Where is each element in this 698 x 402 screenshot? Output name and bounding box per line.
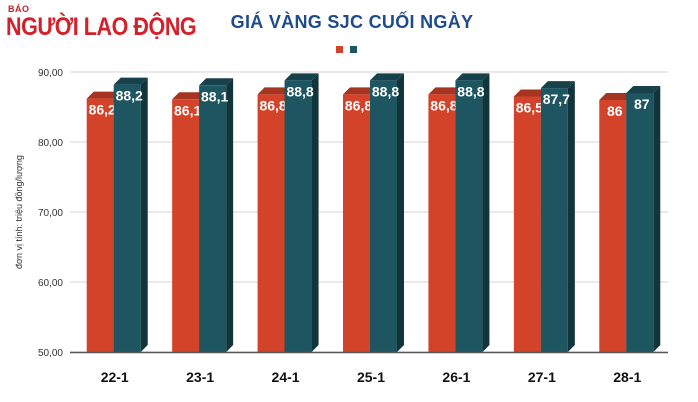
bar-top-series-1 [86, 91, 121, 99]
bar-top-series-2 [626, 86, 661, 93]
bar-series-2 [199, 85, 227, 353]
bar-side-series-2 [397, 73, 404, 353]
x-tick-label: 25-1 [357, 369, 385, 385]
bar-series-1 [513, 96, 541, 352]
bar-side-series-2 [482, 73, 490, 353]
data-label-series-2: 87,7 [543, 91, 570, 107]
y-tick-label: 80,00 [38, 138, 63, 149]
bar-top-series-1 [343, 87, 377, 95]
bar-top-series-2 [455, 73, 490, 81]
brand-small-text: BÁO [8, 4, 30, 14]
y-tick-label: 70,00 [38, 208, 63, 219]
bar-top-series-2 [370, 73, 404, 81]
bar-top-series-2 [113, 77, 148, 85]
y-tick-label: 60,00 [38, 278, 63, 289]
bar-side-series-2 [567, 81, 575, 352]
x-tick-label: 27-1 [528, 369, 556, 385]
bar-series-2 [626, 93, 654, 352]
bar-series-2 [113, 84, 141, 352]
data-label-series-1: 86,1 [174, 102, 201, 118]
bar-side-series-2 [226, 78, 234, 353]
bar-side-series-2 [140, 77, 148, 352]
bar-group-series-2 [455, 73, 490, 353]
bar-side-series-2 [653, 86, 661, 352]
bar-group-series-2 [199, 78, 234, 353]
x-tick-label: 22-1 [101, 369, 129, 385]
bar-series-2 [370, 80, 397, 353]
brand-name: NGƯỜI LAO ĐỘNG [6, 13, 197, 41]
bar-group-series-2 [370, 73, 404, 353]
bar-side-series-2 [311, 73, 319, 353]
bar-top-series-2 [284, 73, 319, 81]
data-label-series-1: 86,5 [516, 100, 543, 116]
legend-swatch-series-2 [350, 45, 357, 53]
data-label-series-1: 86,8 [259, 97, 286, 113]
bar-series-2 [540, 88, 568, 352]
data-label-series-1: 86,8 [430, 97, 457, 113]
y-axis-label: đơn vị tính: triệu đồng/lượng [14, 155, 24, 269]
bar-top-series-1 [428, 87, 463, 95]
x-tick-label: 24-1 [272, 369, 300, 385]
bar-top-series-2 [540, 81, 575, 89]
bar-top-series-1 [257, 87, 292, 95]
bar-series-1 [86, 98, 114, 352]
chart-legend [336, 44, 357, 54]
bar-series-1 [172, 99, 200, 352]
data-label-series-1: 86 [607, 103, 623, 119]
bar-series-2 [455, 80, 483, 353]
x-tick-label: 23-1 [186, 369, 214, 385]
data-label-series-2: 88,8 [286, 83, 313, 99]
bar-top-series-1 [172, 92, 207, 100]
data-label-series-2: 88,8 [457, 83, 484, 99]
bar-group-series-2 [540, 81, 575, 352]
bar-top-series-2 [199, 78, 234, 86]
bar-series-2 [284, 80, 312, 353]
data-label-series-1: 86,8 [345, 97, 372, 113]
data-label-series-2: 88,2 [116, 88, 143, 104]
y-tick-label: 90,00 [38, 68, 63, 79]
bar-series-1 [257, 94, 285, 353]
data-label-series-2: 87 [634, 96, 650, 112]
brand-logo: BÁO NGƯỜI LAO ĐỘNG [6, 4, 197, 42]
bar-series-1 [599, 100, 627, 352]
legend-swatch-series-1 [336, 45, 343, 53]
bar-top-series-1 [513, 89, 548, 97]
data-label-series-2: 88,1 [201, 88, 228, 104]
data-label-series-2: 88,8 [372, 83, 399, 99]
chart-title: GIÁ VÀNG SJC CUỐI NGÀY [230, 12, 474, 32]
y-tick-label: 50,00 [38, 348, 63, 359]
bar-top-series-1 [599, 93, 634, 100]
x-tick-label: 26-1 [442, 369, 470, 385]
bar-group-series-2 [113, 77, 148, 352]
bar-series-1 [428, 94, 456, 353]
x-tick-label: 28-1 [613, 369, 641, 385]
bar-group-series-2 [284, 73, 319, 353]
data-label-series-1: 86,2 [89, 102, 116, 118]
bar-group-series-2 [626, 86, 661, 352]
bar-series-1 [343, 94, 370, 353]
